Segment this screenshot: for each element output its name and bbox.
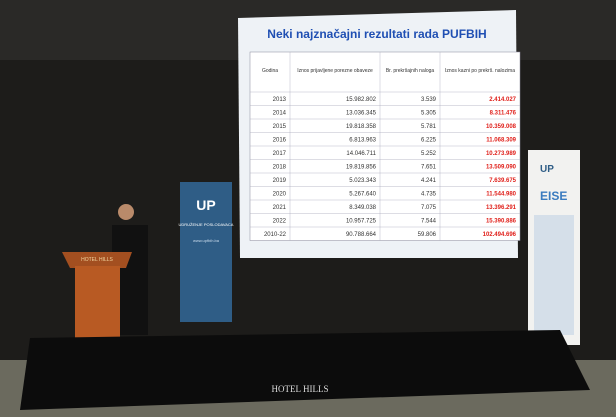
table-cell: 6.813.963 bbox=[349, 137, 376, 143]
table-header: Br. prekršajnih naloga bbox=[386, 68, 435, 74]
table-cell: 2018 bbox=[273, 164, 287, 170]
table-cell: 10.359.008 bbox=[486, 124, 517, 130]
table-frame bbox=[250, 52, 520, 241]
table-header: Iznos prijavljene porezne obaveze bbox=[297, 68, 373, 74]
table-cell: 6.225 bbox=[421, 137, 437, 143]
table-cell: 3.539 bbox=[421, 97, 437, 103]
table-cell: 10.273.989 bbox=[486, 151, 517, 157]
table-cell: 2016 bbox=[273, 137, 287, 143]
table-cell: 19.818.358 bbox=[346, 124, 377, 130]
table-cell: 10.957.725 bbox=[346, 218, 377, 224]
table-cell: 2.414.027 bbox=[489, 97, 516, 103]
table-cell: 2022 bbox=[273, 218, 287, 224]
table-cell: 2013 bbox=[273, 97, 287, 103]
table-cell: 2010-22 bbox=[264, 232, 287, 238]
table-cell: 7.639.675 bbox=[489, 178, 516, 184]
table-cell: 102.494.696 bbox=[483, 232, 517, 238]
table-header: Iznos kazni po prekrš. nalozima bbox=[445, 68, 515, 74]
banner-logo: UP bbox=[196, 197, 215, 213]
table-cell: 15.982.802 bbox=[346, 97, 377, 103]
table-cell: 7.544 bbox=[421, 218, 437, 224]
scene: Neki najznačajni rezultati rada PUFBIH G… bbox=[0, 0, 616, 417]
table-cell: 5.267.640 bbox=[349, 191, 376, 197]
table-cell: 13.036.345 bbox=[346, 110, 377, 116]
table-cell: 5.252 bbox=[421, 151, 437, 157]
table-cell: 19.819.856 bbox=[346, 164, 377, 170]
podium-label: HOTEL HILLS bbox=[81, 257, 113, 263]
table-cell: 11.068.309 bbox=[486, 137, 516, 143]
table-cell: 4.735 bbox=[421, 191, 437, 197]
table-cell: 11.544.980 bbox=[486, 191, 516, 197]
table-cell: 14.046.711 bbox=[346, 151, 376, 157]
table-cell: 8.349.038 bbox=[349, 205, 376, 211]
table-cell: 15.390.886 bbox=[486, 218, 517, 224]
table-cell: 5.781 bbox=[421, 124, 437, 130]
banner-url: www.upfbih.ba bbox=[193, 238, 220, 243]
table-cell: 7.651 bbox=[421, 164, 437, 170]
banner-name: EISE bbox=[540, 189, 567, 203]
table-cell: 5.305 bbox=[421, 110, 437, 116]
table-header: Godina bbox=[262, 68, 278, 74]
table-cell: 13.396.291 bbox=[486, 205, 517, 211]
table-cell: 2014 bbox=[273, 110, 287, 116]
slide-title: Neki najznačajni rezultati rada PUFBIH bbox=[267, 27, 486, 41]
table-cell: 2019 bbox=[273, 178, 287, 184]
table-cell: 5.023.343 bbox=[349, 178, 376, 184]
stage-label: HOTEL HILLS bbox=[272, 384, 329, 394]
table-cell: 2020 bbox=[273, 191, 287, 197]
table-cell: 2015 bbox=[273, 124, 287, 130]
table-cell: 2021 bbox=[273, 205, 287, 211]
banner-name: UDRUŽENJE POSLODAVACA bbox=[179, 222, 234, 227]
table-cell: 90.788.664 bbox=[346, 232, 377, 238]
table-cell: 7.075 bbox=[421, 205, 437, 211]
table-cell: 13.509.090 bbox=[486, 164, 517, 170]
results-table: Godina Iznos prijavljene porezne obaveze B… bbox=[250, 52, 520, 241]
table-cell: 8.311.476 bbox=[490, 110, 517, 116]
table-cell: 59.806 bbox=[418, 232, 437, 238]
banner-logo: UP bbox=[540, 164, 554, 175]
table-cell: 2017 bbox=[273, 151, 287, 157]
table-cell: 4.241 bbox=[421, 178, 437, 184]
